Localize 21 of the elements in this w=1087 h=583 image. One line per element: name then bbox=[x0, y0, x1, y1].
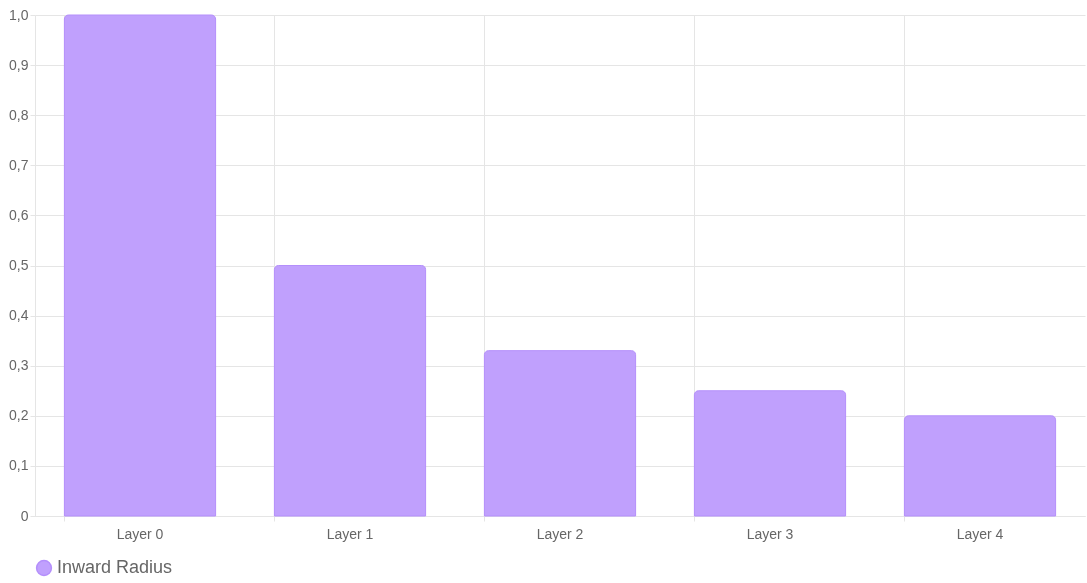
x-tick-label: Layer 4 bbox=[956, 525, 1004, 542]
bar bbox=[693, 390, 847, 517]
x-tick-label: Layer 3 bbox=[746, 525, 794, 542]
y-tick-label: 0,5 bbox=[9, 257, 29, 273]
y-tick-label: 0,4 bbox=[9, 307, 29, 324]
y-tick-label: 0,8 bbox=[9, 106, 29, 123]
y-tick-label: 0,7 bbox=[9, 156, 29, 173]
y-tick-label: 0,1 bbox=[9, 457, 29, 474]
y-tick-label: 0 bbox=[20, 507, 29, 524]
x-tick-label: Layer 2 bbox=[536, 525, 584, 542]
legend-label: Inward Radius bbox=[57, 557, 173, 577]
bar bbox=[273, 265, 427, 517]
y-tick-label: 0,2 bbox=[9, 407, 29, 424]
y-tick-label: 1,0 bbox=[9, 6, 29, 23]
x-tick-label: Layer 0 bbox=[116, 525, 164, 542]
bar bbox=[483, 350, 637, 517]
x-tick-label: Layer 1 bbox=[326, 525, 374, 542]
y-tick-label: 0,3 bbox=[9, 357, 29, 374]
y-tick-label: 0,9 bbox=[9, 56, 29, 73]
y-tick-label: 0,6 bbox=[9, 206, 29, 223]
bar bbox=[903, 415, 1057, 517]
